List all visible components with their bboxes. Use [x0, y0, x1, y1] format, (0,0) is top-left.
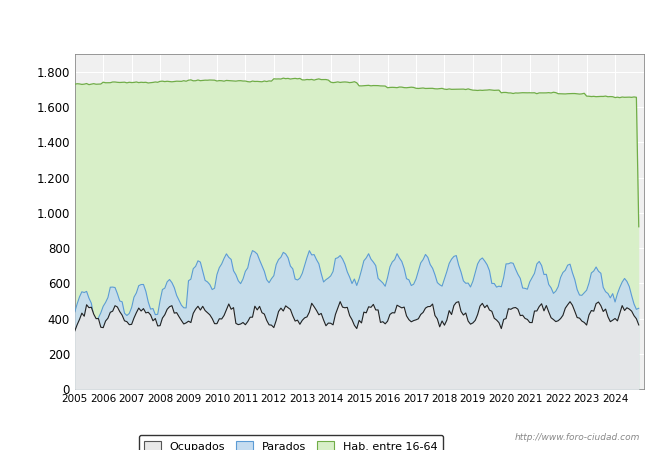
Text: http://www.foro-ciudad.com: http://www.foro-ciudad.com: [515, 433, 640, 442]
Legend: Ocupados, Parados, Hab. entre 16-64: Ocupados, Parados, Hab. entre 16-64: [138, 435, 443, 450]
Text: Baños de la Encina - Evolucion de la poblacion en edad de Trabajar Noviembre de : Baños de la Encina - Evolucion de la pob…: [46, 17, 605, 30]
